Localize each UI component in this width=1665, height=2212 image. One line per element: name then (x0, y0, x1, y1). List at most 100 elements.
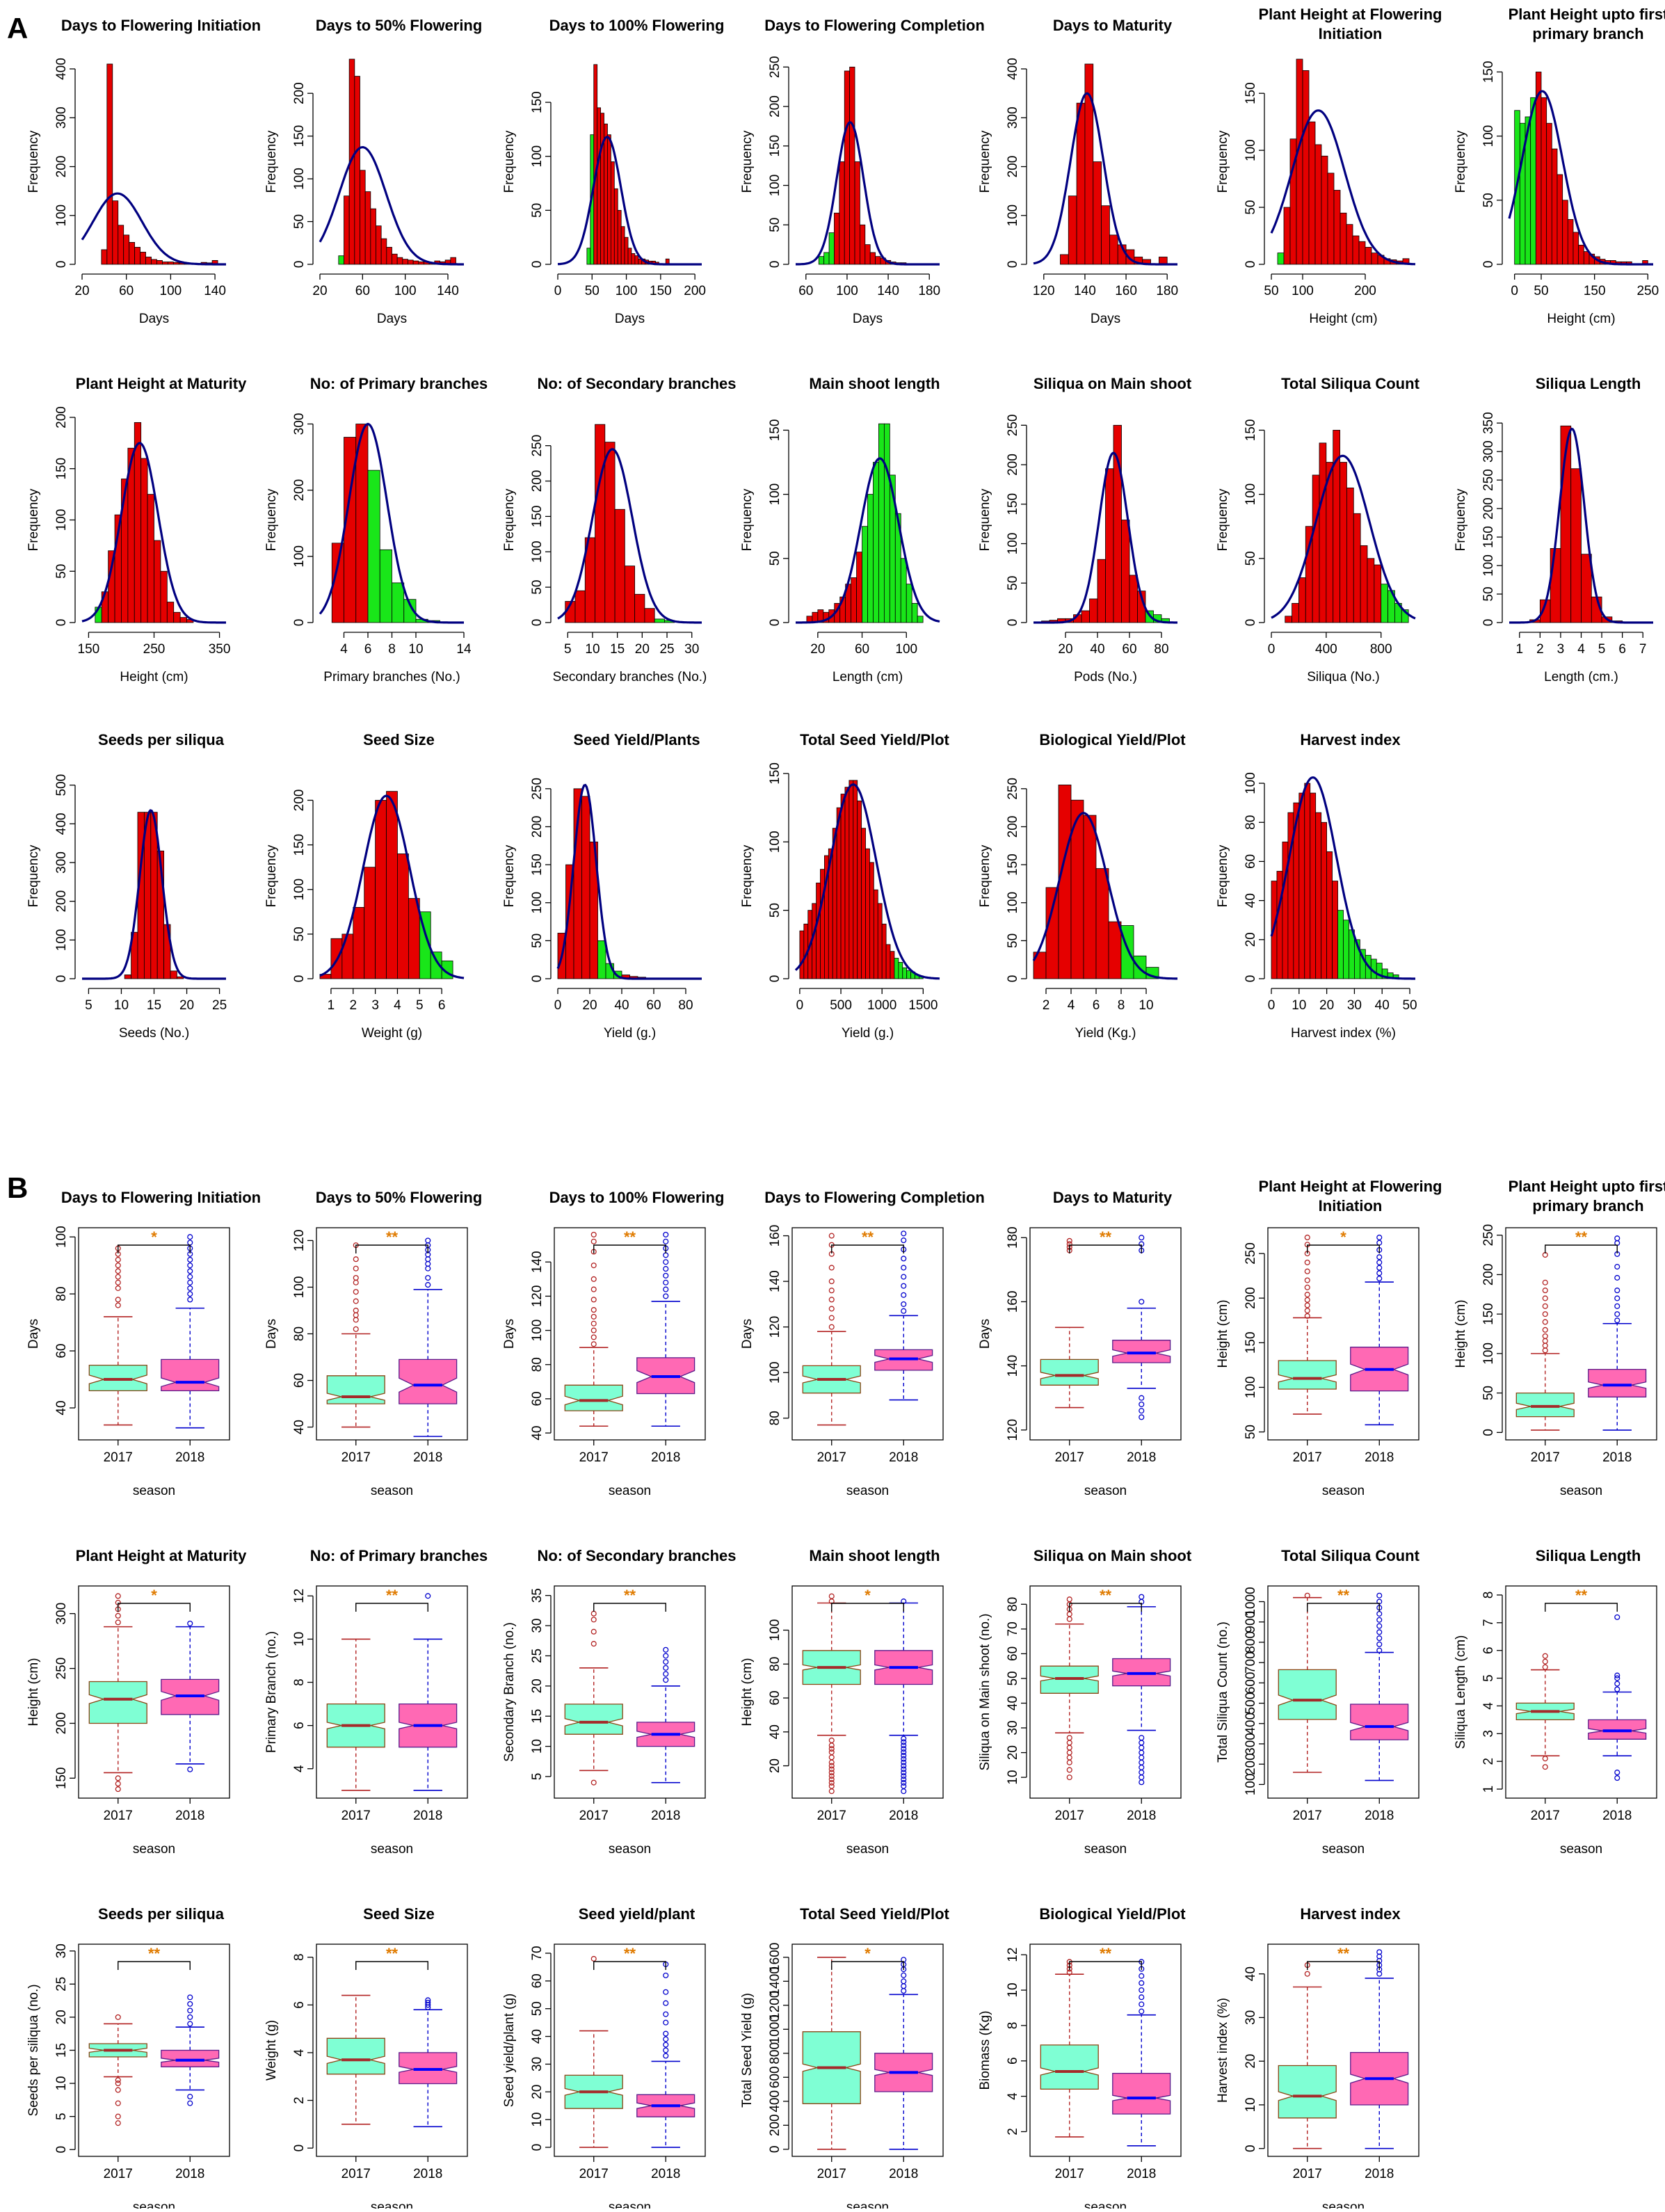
y-axis-label: Frequency (1216, 844, 1230, 907)
box-outlier (1304, 1297, 1310, 1303)
y-axis-label: Siliqua on Main shoot (no.) (978, 1613, 992, 1770)
histogram-bar (902, 967, 908, 979)
histogram-bar (890, 951, 895, 979)
box-outlier (1139, 1973, 1145, 1979)
x-tick-label: 30 (684, 642, 699, 657)
y-tick-label: 100 (1244, 772, 1258, 794)
normal-curve (1032, 812, 1177, 980)
y-tick-label: 150 (1481, 526, 1496, 548)
histogram-bar (1346, 488, 1354, 623)
x-axis-label: Height (cm) (1309, 312, 1377, 326)
box-body (161, 1359, 220, 1392)
y-tick-label: 600 (768, 2066, 782, 2088)
histogram-20: Harvest index 0 20 40 60 80 100 Frequency 0 10 20 3… (1216, 731, 1417, 1041)
histogram-bar (1572, 232, 1579, 265)
y-axis-label: Total Seed Yield (g) (740, 1993, 755, 2108)
chart-title: Seeds per siliqua (98, 731, 225, 748)
box-outlier (663, 2042, 669, 2048)
histogram-bar (151, 259, 157, 265)
histogram-bar (812, 903, 817, 979)
y-tick-label: 100 (54, 1226, 69, 1248)
box-outlier (1376, 1610, 1383, 1617)
y-tick-label: 0 (1006, 619, 1020, 627)
normal-curve (1033, 451, 1177, 624)
x-tick-label: 40 (1090, 642, 1104, 657)
histogram-bar (140, 458, 148, 623)
y-tick-label: 250 (1244, 1242, 1258, 1265)
significance-bracket (593, 1961, 666, 1970)
x-tick-label: 400 (1315, 642, 1337, 657)
y-tick-label: 12 (292, 1589, 307, 1603)
box-outlier (590, 1297, 597, 1303)
histogram-bar (1283, 207, 1291, 265)
y-tick-label: 30 (1006, 1720, 1020, 1735)
chart-title: Seed Size (363, 731, 435, 748)
plot-frame (1267, 1227, 1419, 1441)
box-outlier (590, 1238, 597, 1244)
box-outlier (1139, 1774, 1145, 1781)
normal-curve (557, 136, 702, 266)
y-tick-label: 1200 (768, 1991, 782, 2020)
y-tick-label: 30 (1244, 2010, 1258, 2025)
histogram-bar (620, 226, 625, 265)
x-tick-label: 20 (179, 998, 194, 1013)
histogram-bar (867, 494, 874, 623)
x-tick-label: 2 (349, 998, 357, 1013)
normal-curve (556, 783, 702, 980)
y-tick-label: 0 (54, 261, 69, 269)
box-outlier (828, 1288, 835, 1294)
box-outlier (1139, 2001, 1145, 2007)
box-outlier (1139, 1980, 1145, 1986)
box-outlier (115, 2087, 121, 2093)
histogram-bar (839, 161, 845, 265)
y-tick-label: 0 (54, 2146, 69, 2154)
y-tick-label: 150 (1244, 419, 1258, 442)
significance-marker: ** (386, 1228, 399, 1246)
box-outlier (1376, 1254, 1383, 1260)
x-tick-label: 2017 (1293, 2167, 1322, 2181)
histogram-4: Days to Flowering Completion 0 50 100 150 200… (740, 17, 985, 326)
x-tick-label: 150 (1584, 284, 1606, 298)
histogram-bar (634, 255, 639, 265)
y-tick-label: 250 (530, 778, 545, 800)
box-outlier (901, 1783, 907, 1789)
histogram-bar (1095, 868, 1109, 979)
y-tick-label: 150 (530, 91, 545, 113)
x-tick-label: 0 (554, 998, 562, 1013)
box-outlier (590, 1313, 597, 1320)
normal-curve (319, 794, 465, 979)
x-tick-label: 180 (918, 284, 940, 298)
box-outlier (663, 1653, 669, 1659)
x-tick-label: 50 (1402, 998, 1417, 1013)
plot-frame (316, 1227, 468, 1441)
boxplot-29: No: of Primary branches 4 6 8 10 12 Primary Br… (264, 1547, 488, 1857)
x-tick-label: 0 (1268, 998, 1276, 1013)
chart-title: Seed Yield/Plants (573, 731, 700, 748)
x-axis-label: Days (377, 312, 407, 326)
y-tick-label: 6 (292, 2001, 307, 2009)
histogram-bar (857, 800, 862, 979)
y-tick-label: 100 (768, 175, 782, 197)
box-body (326, 1375, 385, 1404)
box-outlier (1376, 1635, 1383, 1642)
panel-label-a: A (7, 12, 28, 45)
box-outlier (1066, 1735, 1072, 1741)
y-tick-label: 80 (292, 1327, 307, 1341)
box-body (564, 1384, 623, 1411)
box-outlier (590, 1320, 597, 1327)
histogram-bar (179, 617, 187, 623)
chart-title: Days to 100% Flowering (549, 17, 725, 34)
plot-frame (554, 1227, 706, 1441)
y-tick-label: 4 (292, 2049, 307, 2056)
x-tick-label: 2018 (413, 2167, 442, 2181)
significance-bracket (118, 1603, 191, 1612)
box-outlier (1066, 1596, 1072, 1603)
box-outlier (1614, 1311, 1620, 1317)
y-tick-label: 250 (54, 1658, 69, 1680)
histogram-bar (360, 170, 366, 265)
box-outlier (828, 1265, 835, 1271)
y-tick-label: 40 (54, 1400, 69, 1415)
x-tick-label: 0 (796, 998, 804, 1013)
box-outlier (901, 1983, 907, 1989)
x-tick-label: 10 (1139, 998, 1153, 1013)
